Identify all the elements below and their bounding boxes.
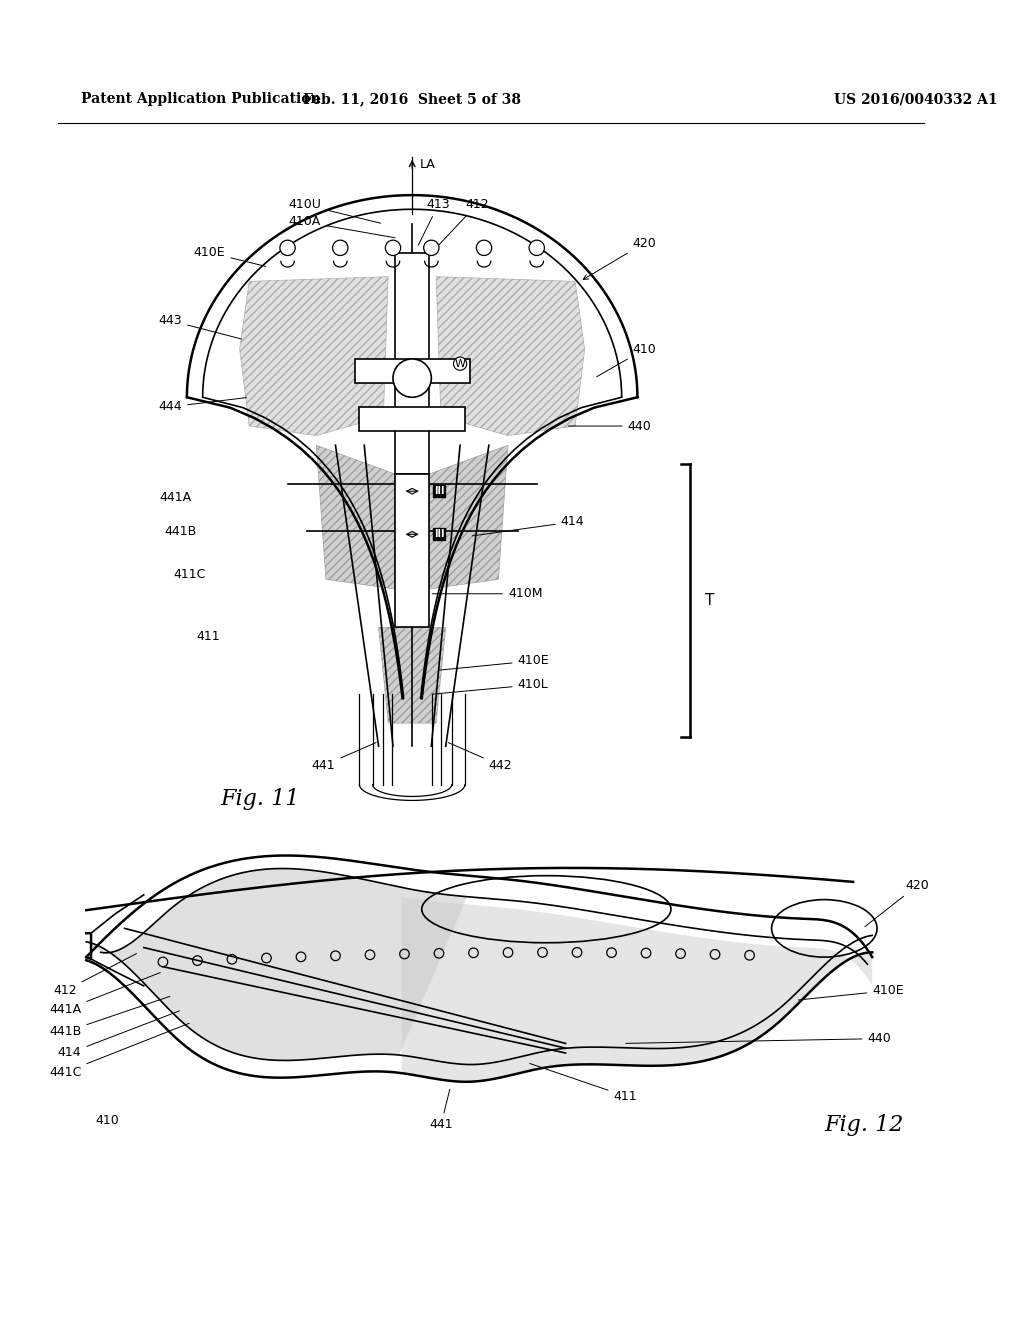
Polygon shape <box>395 252 429 474</box>
Text: 412: 412 <box>53 953 136 997</box>
Polygon shape <box>354 359 470 383</box>
Polygon shape <box>86 869 467 1060</box>
Text: III: III <box>434 486 444 496</box>
Text: 411: 411 <box>529 1064 637 1102</box>
Text: 443: 443 <box>159 314 242 339</box>
Text: 410A: 410A <box>289 215 395 238</box>
Polygon shape <box>401 896 872 1082</box>
Text: 444: 444 <box>159 397 247 413</box>
Polygon shape <box>436 277 585 436</box>
Circle shape <box>393 359 431 397</box>
Circle shape <box>333 240 348 256</box>
Text: 420: 420 <box>584 236 656 280</box>
Text: 414: 414 <box>57 1011 179 1060</box>
Text: 440: 440 <box>568 420 651 433</box>
Circle shape <box>385 240 400 256</box>
Text: 441C: 441C <box>49 1023 189 1078</box>
Text: 442: 442 <box>449 743 512 772</box>
Text: US 2016/0040332 A1: US 2016/0040332 A1 <box>834 92 997 107</box>
Polygon shape <box>429 445 508 589</box>
Text: 441: 441 <box>312 743 376 772</box>
Text: T: T <box>705 593 714 609</box>
Text: Feb. 11, 2016  Sheet 5 of 38: Feb. 11, 2016 Sheet 5 of 38 <box>303 92 521 107</box>
Text: 441B: 441B <box>49 997 170 1039</box>
Text: 440: 440 <box>626 1032 891 1045</box>
Text: LA: LA <box>420 158 435 172</box>
Text: 441A: 441A <box>49 973 161 1016</box>
Text: III: III <box>434 529 444 540</box>
Text: 410E: 410E <box>194 246 265 267</box>
Polygon shape <box>395 474 429 627</box>
Text: 410M: 410M <box>432 587 543 601</box>
Text: 414: 414 <box>472 515 585 536</box>
Text: 410E: 410E <box>799 985 904 1001</box>
Text: 410E: 410E <box>439 655 549 671</box>
Text: 441A: 441A <box>160 491 191 504</box>
Polygon shape <box>359 407 465 430</box>
Text: 441B: 441B <box>164 525 197 539</box>
Text: W: W <box>455 359 466 368</box>
Text: Fig. 12: Fig. 12 <box>824 1114 904 1137</box>
Text: Patent Application Publication: Patent Application Publication <box>82 92 322 107</box>
Text: 420: 420 <box>865 879 930 927</box>
Text: 411: 411 <box>197 631 220 643</box>
Text: 410U: 410U <box>288 198 381 223</box>
Text: 410: 410 <box>96 1114 120 1126</box>
Circle shape <box>476 240 492 256</box>
Polygon shape <box>316 445 395 589</box>
Text: Fig. 11: Fig. 11 <box>220 788 300 810</box>
Polygon shape <box>240 277 388 436</box>
Polygon shape <box>379 627 445 723</box>
Text: 410L: 410L <box>432 678 548 694</box>
Text: III: III <box>434 486 444 496</box>
Text: 413: 413 <box>418 198 451 246</box>
Text: 410: 410 <box>597 343 656 376</box>
Circle shape <box>280 240 295 256</box>
Text: 412: 412 <box>438 198 488 246</box>
Circle shape <box>424 240 439 256</box>
Circle shape <box>529 240 545 256</box>
Text: 411C: 411C <box>174 568 206 581</box>
Text: 441: 441 <box>429 1089 453 1131</box>
Text: III: III <box>434 529 444 540</box>
